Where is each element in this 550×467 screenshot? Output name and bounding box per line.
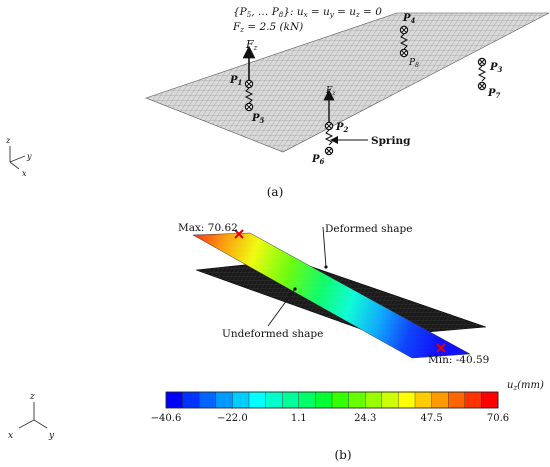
label-p1: P1 bbox=[229, 75, 242, 87]
label-p8: P8 bbox=[408, 58, 419, 69]
colorbar-segment bbox=[431, 391, 449, 409]
axis-a-x: x bbox=[22, 169, 27, 178]
force-text: Fz = 2.5 (kN) bbox=[232, 21, 303, 34]
spring-label: Spring bbox=[371, 135, 411, 147]
colorbar-tick-label: 47.5 bbox=[420, 413, 442, 424]
point-p2-group bbox=[324, 121, 334, 156]
label-p2: P2 bbox=[335, 122, 349, 134]
colorbar-segment bbox=[348, 391, 366, 409]
colorbar-segment bbox=[398, 391, 416, 409]
colorbar-segment bbox=[215, 391, 233, 409]
deformed-label: Deformed shape bbox=[325, 223, 412, 235]
colorbar-segment bbox=[381, 391, 399, 409]
axis-b-z: z bbox=[29, 392, 35, 402]
point-p1-group bbox=[244, 79, 254, 112]
label-p5: P5 bbox=[251, 113, 265, 125]
force-label-p2: Fz bbox=[325, 86, 336, 97]
panel-b: Max: 70.62 Min: -40.59 Deformed shape Un… bbox=[8, 222, 544, 462]
axis-a-y: y bbox=[26, 152, 32, 161]
colorbar-segment bbox=[265, 391, 283, 409]
deformed-leader bbox=[322, 226, 327, 268]
constraint-text: {P5, … P8}: ux = uy = uz = 0 bbox=[233, 6, 382, 19]
panel-a: {P5, … P8}: ux = uy = uz = 0 Fz = 2.5 (k… bbox=[5, 6, 550, 199]
axis-triad-b bbox=[18, 402, 48, 429]
colorbar-segment bbox=[365, 391, 383, 409]
deformed-mesh-overlay bbox=[193, 233, 470, 358]
axis-a-z: z bbox=[5, 136, 11, 145]
min-marker-icon bbox=[436, 343, 446, 353]
max-label: Max: 70.62 bbox=[178, 222, 238, 234]
max-marker-icon bbox=[234, 229, 244, 239]
colorbar-tick-label: −22.0 bbox=[217, 413, 248, 424]
colorbar-frame bbox=[165, 391, 499, 409]
colorbar-segment bbox=[165, 391, 184, 409]
point-p4-group bbox=[399, 25, 409, 58]
undeformed-label: Undeformed shape bbox=[222, 328, 323, 340]
colorbar-segment bbox=[182, 391, 200, 409]
colorbar-segment bbox=[315, 391, 333, 409]
colorbar-segment bbox=[198, 391, 217, 409]
colorbar-segment bbox=[232, 391, 250, 409]
colorbar-segment bbox=[448, 391, 466, 409]
colorbar-segment bbox=[248, 391, 267, 409]
colorbar-segment bbox=[464, 391, 482, 409]
colorbar-segment bbox=[331, 391, 350, 409]
colorbar-segment bbox=[414, 391, 433, 409]
label-p4: P4 bbox=[402, 13, 416, 25]
axis-b-y: y bbox=[48, 431, 55, 441]
force-label-p1: Fz bbox=[245, 38, 258, 52]
label-p3: P3 bbox=[489, 62, 503, 74]
colorbar-tick-label: 24.3 bbox=[354, 413, 376, 424]
label-p6: P6 bbox=[311, 154, 325, 166]
colorbar-title: uz(mm) bbox=[507, 380, 544, 392]
colorbar-segment bbox=[481, 391, 499, 409]
label-p7: P7 bbox=[487, 88, 501, 100]
caption-a: (a) bbox=[267, 185, 284, 199]
min-label: Min: -40.59 bbox=[428, 354, 489, 366]
axis-triad-a bbox=[9, 146, 26, 170]
colorbar-tick-label: −40.6 bbox=[151, 413, 182, 424]
colorbar-ticks: −40.6 −22.0 1.1 24.3 47.5 70.6 bbox=[151, 413, 509, 424]
colorbar-tick-label: 1.1 bbox=[291, 413, 307, 424]
undeformed-leader bbox=[267, 288, 296, 327]
colorbar-tick-label: 70.6 bbox=[487, 413, 509, 424]
colorbar bbox=[165, 391, 499, 409]
axis-b-x: x bbox=[8, 431, 13, 441]
colorbar-segment bbox=[282, 391, 300, 409]
caption-b: (b) bbox=[334, 448, 351, 462]
plate-mesh bbox=[145, 12, 550, 153]
colorbar-segment bbox=[298, 391, 316, 409]
point-p3-group bbox=[477, 57, 487, 91]
